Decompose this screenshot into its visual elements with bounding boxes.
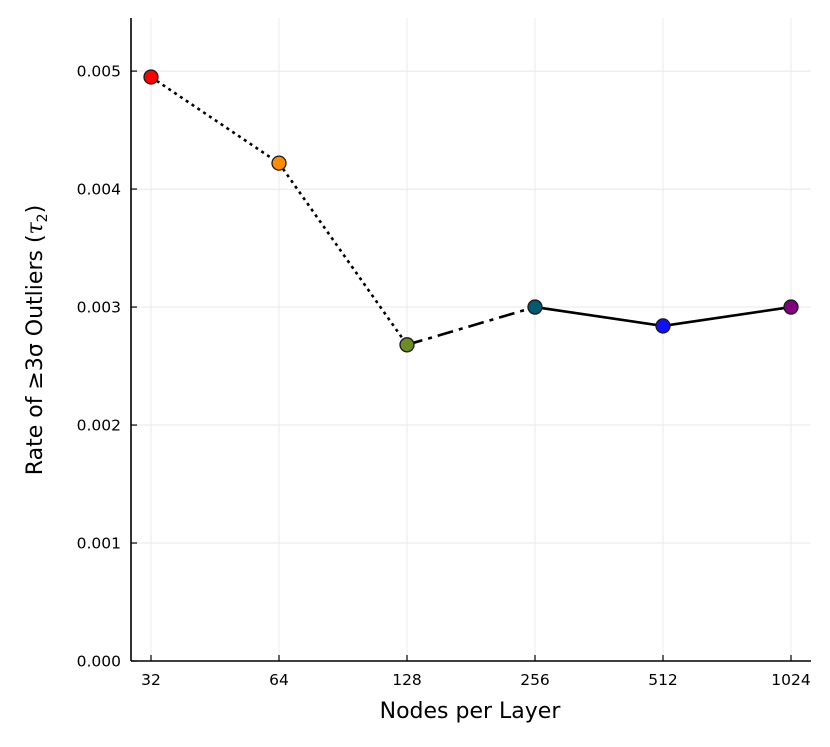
x-tick-label: 64 bbox=[269, 671, 289, 689]
x-tick-label: 128 bbox=[392, 671, 422, 689]
x-tick-label: 32 bbox=[141, 671, 161, 689]
x-tick-label: 1024 bbox=[771, 671, 810, 689]
y-tick-label: 0.001 bbox=[77, 535, 121, 553]
y-tick-label: 0.000 bbox=[77, 653, 121, 671]
series-line bbox=[150, 75, 792, 347]
y-axis-title-prefix: Rate of ≥3σ Outliers ( bbox=[23, 234, 48, 475]
data-point bbox=[655, 318, 671, 334]
y-tick-label: 0.002 bbox=[77, 417, 121, 435]
grid-lines bbox=[131, 18, 811, 661]
x-tick-labels: 32 64 128 256 512 1024 bbox=[141, 655, 811, 689]
series-segment bbox=[662, 305, 792, 328]
y-axis-title-subscript: 2 bbox=[35, 213, 51, 222]
series-segment bbox=[150, 75, 280, 165]
y-tick-label: 0.004 bbox=[77, 181, 121, 199]
data-point bbox=[143, 69, 159, 85]
y-axis-title: Rate of ≥3σ Outliers (τ2) bbox=[23, 205, 51, 475]
data-point bbox=[527, 299, 543, 315]
data-point bbox=[271, 155, 287, 171]
x-tick-label: 256 bbox=[520, 671, 550, 689]
y-tick-label: 0.003 bbox=[77, 299, 121, 317]
y-axis-title-suffix: ) bbox=[23, 205, 48, 214]
series-segment bbox=[406, 305, 536, 347]
y-tick-label: 0.005 bbox=[77, 63, 121, 81]
x-axis-title: Nodes per Layer bbox=[380, 699, 562, 724]
data-point bbox=[399, 337, 415, 353]
data-point bbox=[783, 299, 799, 315]
y-axis-title-symbol: τ bbox=[23, 221, 48, 234]
data-markers bbox=[143, 69, 799, 353]
x-tick-label: 512 bbox=[648, 671, 678, 689]
series-segment bbox=[277, 162, 409, 346]
series-segment bbox=[534, 305, 664, 328]
y-tick-labels: 0.000 0.001 0.002 0.003 0.004 0.005 bbox=[77, 63, 137, 671]
axes bbox=[130, 18, 811, 662]
